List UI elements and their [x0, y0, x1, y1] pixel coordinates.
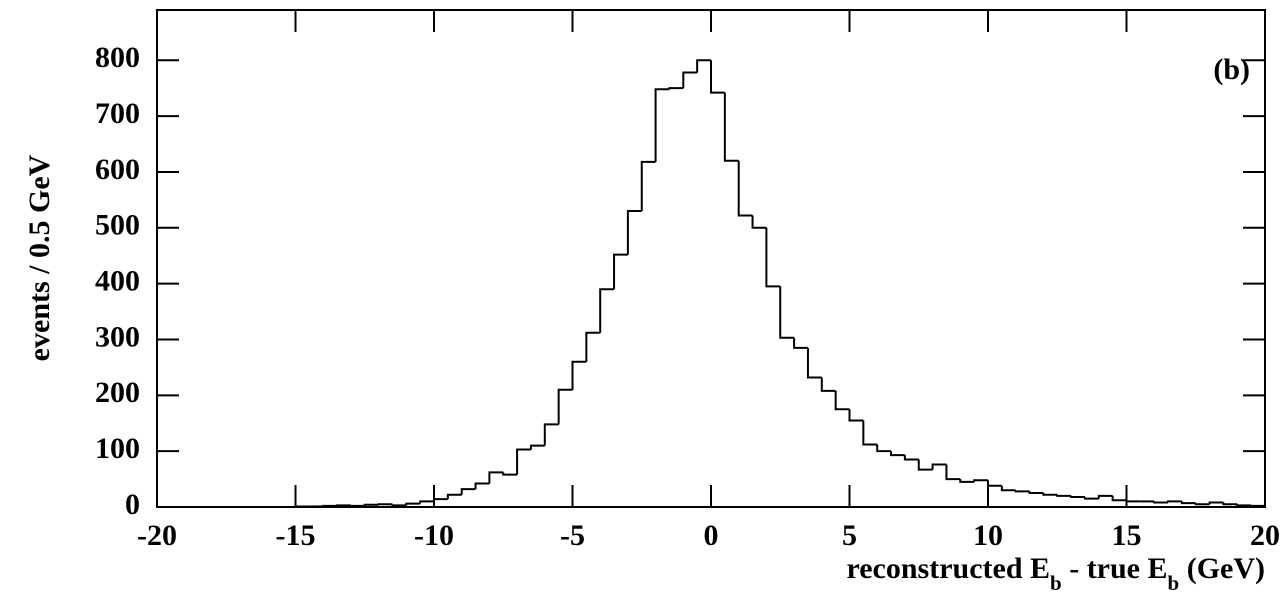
histogram-bin [599, 288, 615, 333]
histogram-bin [529, 444, 545, 450]
histogram-bin [751, 215, 767, 229]
y-tick-label: 600 [95, 153, 140, 186]
histogram-bin [848, 409, 864, 422]
histogram-bin [1208, 501, 1224, 505]
histogram-bin [682, 71, 698, 89]
histogram-bin [903, 455, 919, 461]
histogram-bin [834, 390, 850, 411]
histogram-bin [710, 60, 725, 94]
histogram-bin [336, 504, 351, 507]
histogram-bin [931, 463, 947, 470]
histogram-bin [1083, 496, 1099, 500]
histogram-bin [737, 160, 753, 217]
histogram-bin [696, 59, 711, 73]
histogram-bin [1125, 500, 1141, 503]
y-tick-label: 100 [95, 432, 140, 465]
y-tick-label: 300 [95, 320, 140, 353]
histogram-bin [419, 500, 434, 504]
histogram-bin [1180, 501, 1196, 505]
y-tick-label: 700 [95, 97, 140, 130]
histogram-bin [349, 504, 365, 507]
histogram-bin [1000, 485, 1016, 492]
histogram-bin [516, 448, 531, 475]
histogram-bin [1014, 490, 1030, 493]
x-tick-label: 10 [973, 519, 1003, 552]
histogram-bin [1250, 504, 1266, 507]
histogram-bin [1042, 493, 1058, 496]
histogram-bin [973, 479, 988, 482]
histogram-bin [613, 253, 628, 290]
histogram-bin [1194, 503, 1210, 506]
histogram-bin [806, 347, 822, 379]
x-tick-label: -20 [137, 519, 177, 552]
histogram-bin [543, 423, 559, 446]
histogram-bin [820, 377, 836, 392]
histogram-bin [1222, 502, 1238, 506]
x-tick-label: 5 [842, 519, 857, 552]
x-tick-label: -5 [560, 519, 585, 552]
histogram-bin [779, 286, 795, 339]
y-tick-label: 200 [95, 376, 140, 409]
histogram-bin [876, 444, 892, 453]
histogram-bin [862, 420, 878, 446]
histogram-bin [1236, 504, 1252, 507]
histogram-bin [405, 502, 421, 506]
histogram-bin [1028, 491, 1044, 495]
y-tick-label: 800 [95, 41, 140, 74]
histogram-bin [377, 503, 393, 506]
histogram-bin [557, 388, 573, 425]
y-tick-label: 0 [125, 488, 140, 521]
histogram-bin [446, 493, 462, 500]
histogram-bin [793, 337, 808, 349]
histogram-bin [668, 87, 684, 90]
histogram-bin [502, 472, 518, 476]
histogram-bin [654, 88, 670, 162]
histogram-bin [1153, 501, 1169, 504]
histogram-bin [917, 459, 933, 471]
histogram-bin [294, 505, 310, 508]
histogram-bin [1056, 494, 1072, 497]
histogram-bin [945, 464, 961, 481]
x-axis-label: reconstructed Eb - true Eb (GeV) [846, 552, 1265, 595]
histogram-bin [640, 160, 656, 212]
histogram-bin [959, 479, 975, 483]
histogram-bin [1097, 494, 1113, 499]
histogram-bin [363, 503, 379, 506]
histogram-bin [890, 451, 905, 457]
histogram-bin [322, 504, 338, 507]
histogram-bin [585, 331, 601, 362]
y-tick-label: 500 [95, 209, 140, 242]
histogram-bin [433, 498, 448, 502]
histogram-bin [571, 360, 587, 390]
x-tick-label: 0 [704, 519, 719, 552]
x-tick-label: 15 [1112, 519, 1142, 552]
y-tick-label: 400 [95, 265, 140, 298]
histogram-bin [1111, 495, 1127, 502]
histogram-bin [488, 471, 504, 484]
y-axis-label: events / 0.5 GeV [23, 154, 56, 361]
histogram-bin [765, 227, 781, 288]
histogram-bin [391, 504, 407, 507]
x-tick-label: -15 [276, 519, 316, 552]
x-tick-label: 20 [1250, 519, 1280, 552]
annotation: (b) [1213, 53, 1250, 86]
histogram-bin [987, 480, 1002, 487]
histogram-bin [474, 482, 490, 490]
histogram-bin [626, 210, 642, 255]
histogram-bin [723, 92, 739, 162]
histogram-bin [460, 488, 476, 495]
histogram-bin [1167, 500, 1182, 503]
x-tick-label: -10 [414, 519, 454, 552]
histogram-bin [1070, 495, 1085, 498]
